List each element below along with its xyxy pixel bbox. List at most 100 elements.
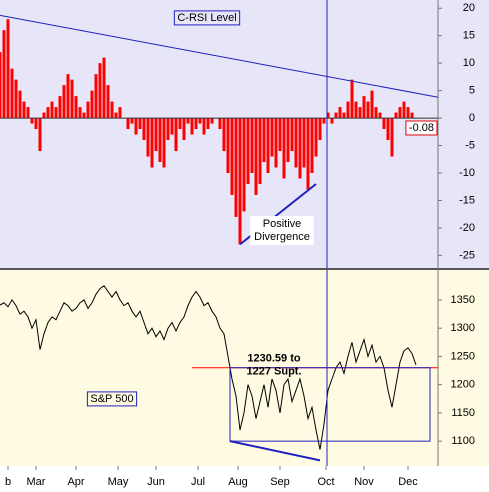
bar — [234, 118, 238, 217]
bar — [310, 118, 314, 173]
bar — [142, 118, 146, 141]
bar — [106, 85, 110, 119]
bar — [374, 107, 378, 119]
bar — [342, 112, 346, 119]
y-tick-label: -15 — [459, 194, 475, 206]
bar — [242, 118, 246, 212]
bar — [2, 30, 6, 119]
bar — [354, 101, 358, 119]
bar — [66, 74, 70, 119]
bar — [74, 96, 78, 119]
annotation-text: Positive — [263, 218, 302, 230]
bar — [206, 118, 210, 130]
x-tick-label: Sep — [270, 476, 290, 488]
bar — [350, 79, 354, 119]
annotation-text: 1227 Supt. — [246, 365, 301, 377]
y-tick-label: 1200 — [451, 379, 475, 391]
bar — [174, 118, 178, 152]
x-tick-label: Nov — [354, 476, 374, 488]
bar — [254, 118, 258, 195]
bar — [150, 118, 154, 168]
y-tick-label: -20 — [459, 222, 475, 234]
bar — [210, 118, 214, 124]
trend-line — [0, 14, 439, 98]
bar — [14, 79, 18, 119]
y-tick-label: -10 — [459, 167, 475, 179]
annotation-box — [250, 216, 314, 246]
y-tick-label: 0 — [469, 112, 475, 124]
bar — [186, 118, 190, 124]
bar — [362, 96, 366, 119]
bar — [178, 118, 182, 130]
bar — [18, 90, 22, 119]
bar — [270, 118, 274, 157]
bar — [138, 118, 142, 130]
bar — [358, 107, 362, 119]
bar — [334, 112, 338, 119]
bar — [38, 118, 42, 152]
bar — [298, 118, 302, 179]
bar — [182, 118, 186, 141]
bar — [10, 68, 14, 119]
y-tick-label: 1350 — [451, 294, 475, 306]
bar — [154, 118, 158, 152]
bar — [30, 118, 34, 124]
annotation-text: 1230.59 to — [247, 352, 300, 364]
bar — [390, 118, 394, 157]
bar — [194, 118, 198, 130]
y-tick-label: 5 — [469, 85, 475, 97]
bar — [326, 112, 330, 119]
last-value-box — [405, 120, 438, 136]
bar — [26, 107, 30, 119]
chart-title: C-RSI Level — [177, 12, 236, 24]
bar — [250, 118, 254, 173]
bar — [294, 118, 298, 168]
bar — [274, 118, 278, 168]
y-tick-label: 1250 — [451, 350, 475, 362]
bar — [34, 118, 38, 130]
bar — [0, 52, 2, 119]
x-tick-label: Apr — [67, 476, 84, 488]
bar — [134, 118, 138, 135]
x-tick-label: Dec — [398, 476, 418, 488]
bar — [22, 101, 26, 119]
bar — [262, 118, 266, 163]
x-tick-label: Jul — [191, 476, 205, 488]
bar — [218, 118, 222, 130]
bar — [290, 118, 294, 152]
bar — [170, 118, 174, 135]
bar — [202, 118, 206, 135]
bar — [378, 112, 382, 119]
bar — [82, 112, 86, 119]
y-tick-label: 1150 — [451, 407, 475, 419]
bar — [70, 79, 74, 119]
bar — [406, 107, 410, 119]
bar — [330, 118, 334, 124]
range-box — [229, 367, 431, 442]
legend-box — [86, 391, 138, 407]
bar — [6, 19, 10, 119]
bar — [118, 107, 122, 119]
y-tick-label: 20 — [463, 2, 475, 14]
last-value-label: -0.08 — [409, 122, 434, 134]
bar — [54, 107, 58, 119]
bar — [126, 118, 130, 130]
bar — [230, 118, 234, 195]
bar — [98, 63, 102, 119]
bar — [102, 57, 106, 119]
y-tick-label: -5 — [465, 139, 475, 151]
y-tick-label: 1100 — [451, 435, 475, 447]
bar — [382, 118, 386, 130]
y-tick-label: -25 — [459, 249, 475, 261]
price-line — [0, 285, 417, 450]
bar — [306, 118, 310, 190]
bar — [302, 118, 306, 168]
trend-line — [229, 440, 321, 462]
bar — [146, 118, 150, 157]
x-tick-label: May — [108, 476, 129, 488]
bar — [86, 101, 90, 119]
bar — [314, 118, 318, 157]
bar — [366, 101, 370, 119]
bar — [386, 118, 390, 141]
